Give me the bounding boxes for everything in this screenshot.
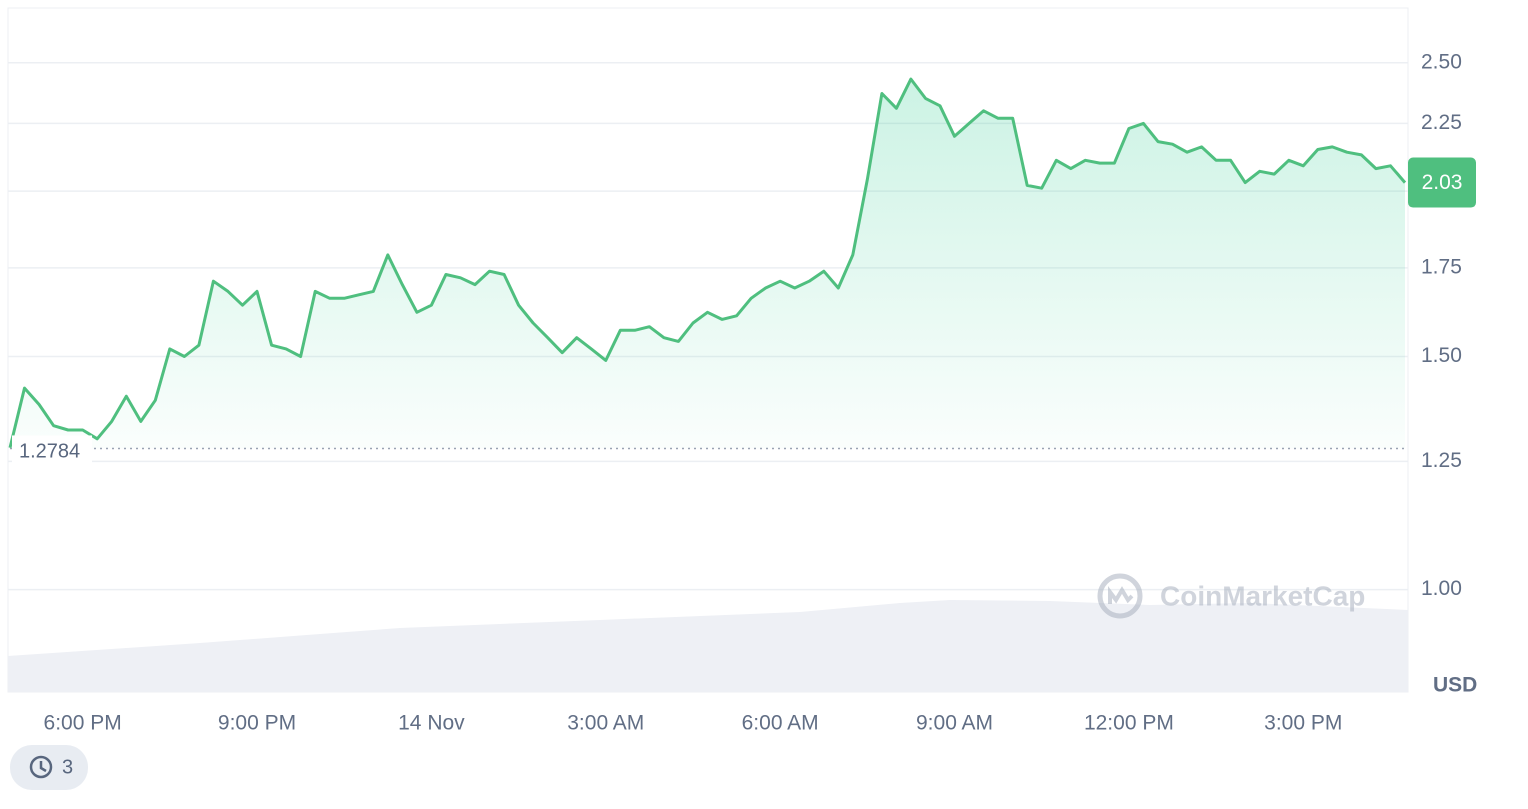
baseline-label: 1.2784 xyxy=(19,441,80,463)
y-unit: USD xyxy=(1433,674,1477,697)
history-pill[interactable] xyxy=(10,745,88,790)
history-button[interactable]: 3 xyxy=(10,745,88,790)
data: 1.2784 xyxy=(8,77,1407,464)
x-tick-label: 3:00 PM xyxy=(1264,712,1342,735)
price-area xyxy=(10,79,1405,449)
y-tick-label: 1.75 xyxy=(1421,255,1462,278)
y-tick-label: 1.00 xyxy=(1421,577,1462,600)
price-badge xyxy=(1408,157,1476,208)
y-tick-label: 1.50 xyxy=(1421,344,1462,367)
history-icon-hands xyxy=(39,761,47,773)
y-tick-label: 2.50 xyxy=(1421,50,1462,73)
x-tick-label: 9:00 PM xyxy=(218,712,296,735)
history-icon xyxy=(29,755,53,779)
price-badge-label: 2.03 xyxy=(1422,171,1463,194)
x-tick-label: 9:00 AM xyxy=(916,712,993,735)
history-count: 3 xyxy=(62,756,73,778)
volume-area xyxy=(8,600,1408,692)
x-tick-label: 3:00 AM xyxy=(567,712,644,735)
x-tick-label: 12:00 PM xyxy=(1084,712,1174,735)
y-tick-label: 2.25 xyxy=(1421,111,1462,134)
x-tick-label: 6:00 AM xyxy=(742,712,819,735)
y-tick-label: 1.25 xyxy=(1421,449,1462,472)
watermark-text: CoinMarketCap xyxy=(1160,580,1365,611)
x-tick-label: 6:00 PM xyxy=(44,712,122,735)
price-line xyxy=(8,77,1407,449)
watermark: CoinMarketCap xyxy=(1097,573,1365,619)
baseline-label-bg xyxy=(12,435,92,464)
x-tick-label: 14 Nov xyxy=(398,712,465,735)
